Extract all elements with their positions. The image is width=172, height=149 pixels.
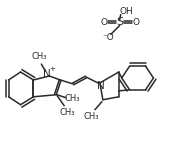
Text: CH₃: CH₃ [59,108,75,117]
Text: O: O [132,18,139,27]
Text: CH₃: CH₃ [83,112,99,121]
Text: CH₃: CH₃ [32,52,47,61]
Text: +: + [49,66,55,72]
Text: ⁻O: ⁻O [102,33,114,42]
Text: OH: OH [120,7,133,16]
Text: O: O [100,18,107,27]
Text: S: S [116,17,123,27]
Text: CH₃: CH₃ [64,94,80,103]
Text: N: N [44,69,51,79]
Text: N: N [97,81,105,91]
